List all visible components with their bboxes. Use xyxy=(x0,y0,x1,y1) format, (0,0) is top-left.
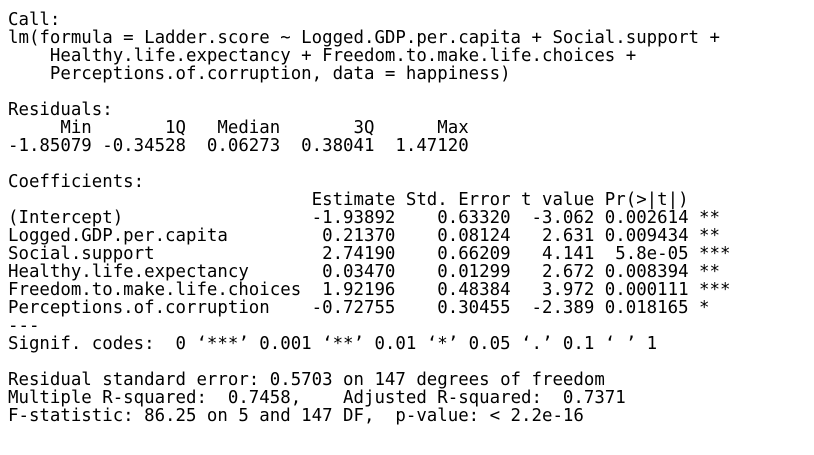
blank-line xyxy=(8,353,730,371)
blank-line xyxy=(8,155,730,173)
coefficient-row-gdp: Logged.GDP.per.capita 0.21370 0.08124 2.… xyxy=(8,226,731,246)
coefficient-row-corruption: Perceptions.of.corruption -0.72755 0.304… xyxy=(8,298,731,318)
r-squared-line: Multiple R-squared: 0.7458, Adjusted R-s… xyxy=(8,388,637,408)
blank-line xyxy=(8,83,730,101)
coefficient-row-freedom: Freedom.to.make.life.choices 1.92196 0.4… xyxy=(8,280,731,300)
coefficients-header: Estimate Std. Error t value Pr(>|t|) xyxy=(8,190,731,210)
coefficient-row-life-expectancy: Healthy.life.expectancy 0.03470 0.01299 … xyxy=(8,262,731,282)
residuals-label: Residuals: xyxy=(8,100,113,120)
residuals-values: -1.85079 -0.34528 0.06273 0.38041 1.4712… xyxy=(8,136,480,156)
r-console-output: Call: lm(formula = Ladder.score ~ Logged.… xyxy=(8,11,730,425)
residual-standard-error: Residual standard error: 0.5703 on 147 d… xyxy=(8,370,605,390)
call-formula-line-3: Perceptions.of.corruption, data = happin… xyxy=(8,64,511,84)
f-statistic-line: F-statistic: 86.25 on 5 and 147 DF, p-va… xyxy=(8,406,584,426)
call-formula-line-2: Healthy.life.expectancy + Freedom.to.mak… xyxy=(8,46,637,66)
coefficient-row-social-support: Social.support 2.74190 0.66209 4.141 5.8… xyxy=(8,244,731,264)
residuals-header: Min 1Q Median 3Q Max xyxy=(8,118,480,138)
coefficient-row-intercept: (Intercept) -1.93892 0.63320 -3.062 0.00… xyxy=(8,208,731,228)
signif-codes: Signif. codes: 0 ‘***’ 0.001 ‘**’ 0.01 ‘… xyxy=(8,334,658,354)
call-formula-line-1: lm(formula = Ladder.score ~ Logged.GDP.p… xyxy=(8,28,720,48)
coefficients-label: Coefficients: xyxy=(8,172,145,192)
coefficients-separator: --- xyxy=(8,316,40,336)
call-label: Call: xyxy=(8,10,61,30)
